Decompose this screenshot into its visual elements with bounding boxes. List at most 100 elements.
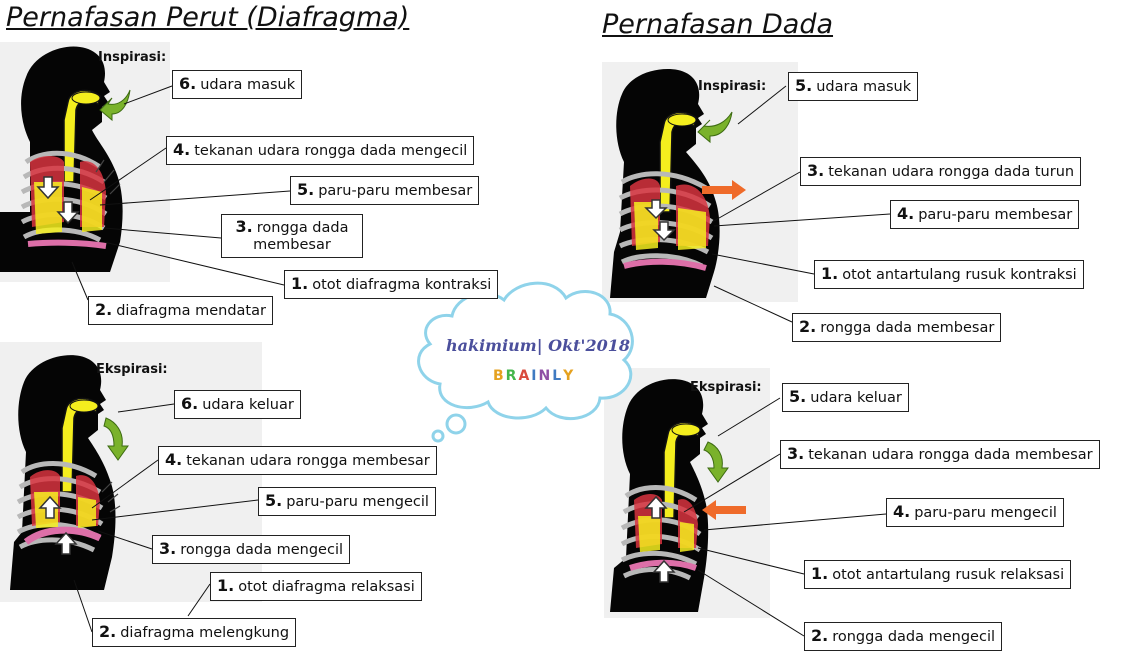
label-text: tekanan udara rongga membesar bbox=[186, 453, 430, 469]
airway bbox=[61, 397, 99, 493]
label-box: 4. paru-paru mengecil bbox=[886, 498, 1064, 527]
label-number: 2. bbox=[95, 300, 113, 319]
label-box: 4. paru-paru membesar bbox=[890, 200, 1080, 229]
brand-letter: N bbox=[538, 368, 553, 384]
brand-letter: L bbox=[552, 368, 564, 384]
label-number: 3. bbox=[807, 161, 825, 180]
label-text: paru-paru mengecil bbox=[914, 505, 1057, 521]
brand-letter: B bbox=[493, 368, 506, 384]
label-text: udara keluar bbox=[202, 397, 294, 413]
nasal-cavity bbox=[671, 423, 701, 437]
label-text: diafragma mendatar bbox=[116, 303, 266, 319]
expand-arrow-icon bbox=[95, 159, 121, 195]
label-box: 2. diafragma melengkung bbox=[92, 618, 297, 647]
label-number: 6. bbox=[181, 394, 199, 413]
airway bbox=[659, 111, 697, 213]
exhale-arrow-icon bbox=[103, 417, 129, 461]
brand-letter: Y bbox=[563, 368, 576, 384]
inhale-arrow-icon bbox=[99, 89, 131, 122]
label-text: rongga dada mengecil bbox=[180, 542, 344, 558]
exhale-arrow-icon bbox=[703, 441, 729, 483]
nasal-cavity bbox=[667, 113, 697, 127]
label-box: 1. otot antartulang rusuk kontraksi bbox=[814, 260, 1084, 289]
diaphragm bbox=[623, 258, 707, 271]
label-number: 4. bbox=[165, 450, 183, 469]
figure-dada-inspirasi bbox=[610, 69, 746, 298]
inhale-arrow-icon bbox=[697, 111, 733, 144]
expand-orange-arrow-icon bbox=[702, 180, 746, 200]
brand-letter: R bbox=[505, 368, 519, 384]
label-text: udara masuk bbox=[200, 77, 296, 93]
title-pernafasan-perut: Pernafasan Perut (Diafragma) bbox=[6, 2, 410, 33]
label-text: tekanan udara rongga dada mengecil bbox=[194, 143, 468, 159]
label-text: rongga dada membesar bbox=[253, 220, 349, 253]
label-box: 5. paru-paru mengecil bbox=[258, 487, 436, 516]
thought-cloud bbox=[417, 281, 634, 421]
label-box: 4. tekanan udara rongga dada mengecil bbox=[166, 136, 475, 165]
label-number: 5. bbox=[795, 76, 813, 95]
label-number: 1. bbox=[811, 564, 829, 583]
label-text: udara keluar bbox=[810, 390, 902, 406]
thought-bubble bbox=[445, 413, 467, 435]
down-arrow-icon bbox=[644, 199, 676, 242]
nasal-cavity bbox=[71, 91, 101, 105]
label-text: rongga dada mengecil bbox=[832, 629, 996, 645]
label-box: 1. otot diafragma kontraksi bbox=[284, 270, 499, 299]
label-text: paru-paru mengecil bbox=[286, 494, 429, 510]
label-box: 6. udara keluar bbox=[174, 390, 301, 419]
contract-arrow-icon bbox=[101, 481, 121, 513]
nasal-cavity bbox=[69, 399, 99, 413]
contract-orange-arrow-icon bbox=[702, 500, 746, 520]
label-number: 4. bbox=[897, 204, 915, 223]
label-number: 3. bbox=[235, 217, 253, 236]
phase-heading-perut-ekspirasi: Ekspirasi: bbox=[96, 362, 168, 377]
thought-bubble bbox=[431, 429, 445, 443]
phase-heading-dada-ekspirasi: Ekspirasi: bbox=[690, 380, 762, 395]
down-arrow-icon bbox=[36, 176, 80, 225]
label-number: 2. bbox=[811, 626, 829, 645]
label-box: 3. rongga dada mengecil bbox=[152, 535, 351, 564]
label-text: paru-paru membesar bbox=[318, 183, 473, 199]
label-number: 3. bbox=[159, 539, 177, 558]
watermark-author: hakimium| Okt'2018 bbox=[446, 336, 630, 355]
label-text: diafragma melengkung bbox=[120, 625, 290, 641]
watermark-brand: BRAINLY bbox=[493, 368, 575, 384]
diaphragm bbox=[27, 239, 107, 249]
airway bbox=[63, 89, 101, 183]
label-number: 4. bbox=[173, 140, 191, 159]
brand-letter: I bbox=[531, 368, 539, 384]
label-box: 2. diafragma mendatar bbox=[88, 296, 273, 325]
figure-perut-ekspirasi bbox=[10, 355, 129, 590]
label-number: 5. bbox=[265, 491, 283, 510]
label-text: tekanan udara rongga dada membesar bbox=[808, 447, 1093, 463]
label-number: 1. bbox=[291, 274, 309, 293]
label-box: 3. tekanan udara rongga dada turun bbox=[800, 157, 1082, 186]
label-number: 2. bbox=[99, 622, 117, 641]
figure-dada-ekspirasi bbox=[610, 379, 746, 612]
title-pernafasan-dada: Pernafasan Dada bbox=[602, 9, 834, 40]
label-number: 5. bbox=[789, 387, 807, 406]
lung-fill bbox=[638, 516, 694, 552]
label-box: 1. otot antartulang rusuk relaksasi bbox=[804, 560, 1072, 589]
label-text: udara masuk bbox=[816, 79, 912, 95]
label-box: 5. udara masuk bbox=[788, 72, 919, 101]
label-text: tekanan udara rongga dada turun bbox=[828, 164, 1075, 180]
label-text: otot diafragma kontraksi bbox=[312, 277, 492, 293]
up-arrow-icon bbox=[644, 495, 676, 583]
label-box: 3. tekanan udara rongga dada membesar bbox=[780, 440, 1100, 469]
label-box: 3. rongga dada membesar bbox=[221, 214, 363, 258]
figure-perut-inspirasi bbox=[0, 46, 131, 272]
label-number: 3. bbox=[787, 444, 805, 463]
up-arrow-icon bbox=[38, 495, 78, 555]
label-box: 6. udara masuk bbox=[172, 70, 303, 99]
label-number: 1. bbox=[217, 576, 235, 595]
label-box: 1. otot diafragma relaksasi bbox=[210, 572, 422, 601]
diaphragm bbox=[23, 526, 102, 545]
label-text: otot antartulang rusuk kontraksi bbox=[842, 267, 1077, 283]
label-number: 4. bbox=[893, 502, 911, 521]
label-number: 2. bbox=[799, 317, 817, 336]
label-text: paru-paru membesar bbox=[918, 207, 1073, 223]
label-box: 5. udara keluar bbox=[782, 383, 909, 412]
label-number: 6. bbox=[179, 74, 197, 93]
